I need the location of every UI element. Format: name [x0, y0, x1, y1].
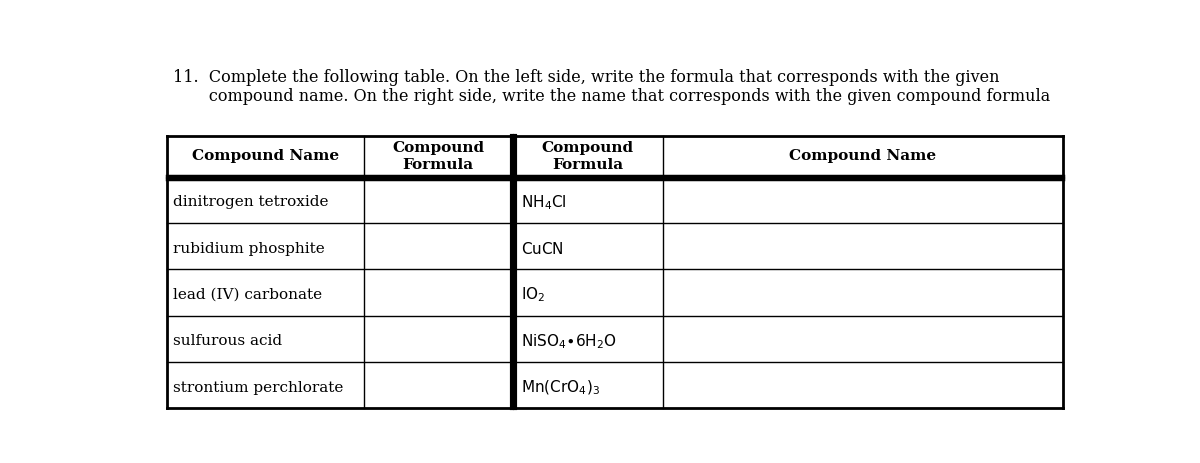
- Text: dinitrogen tetroxide: dinitrogen tetroxide: [173, 195, 329, 209]
- Text: Compound Name: Compound Name: [790, 150, 936, 163]
- Text: $\mathrm{CuCN}$: $\mathrm{CuCN}$: [521, 241, 564, 257]
- Text: sulfurous acid: sulfurous acid: [173, 334, 282, 348]
- Text: $\mathrm{NH_4Cl}$: $\mathrm{NH_4Cl}$: [521, 193, 568, 212]
- Text: $\mathrm{IO_2}$: $\mathrm{IO_2}$: [521, 286, 546, 304]
- Text: compound name. On the right side, write the name that corresponds with the given: compound name. On the right side, write …: [173, 88, 1050, 105]
- Text: Compound
Formula: Compound Formula: [392, 141, 484, 171]
- Text: $\mathrm{Mn(CrO_4)_3}$: $\mathrm{Mn(CrO_4)_3}$: [521, 379, 600, 397]
- Text: rubidium phosphite: rubidium phosphite: [173, 242, 325, 256]
- Bar: [167, 137, 1063, 408]
- Text: Compound
Formula: Compound Formula: [541, 141, 634, 171]
- Text: 11.  Complete the following table. On the left side, write the formula that corr: 11. Complete the following table. On the…: [173, 69, 1000, 87]
- Text: strontium perchlorate: strontium perchlorate: [173, 381, 343, 395]
- Text: lead (IV) carbonate: lead (IV) carbonate: [173, 288, 323, 302]
- Text: $\mathrm{NiSO_4{\bullet}6H_2O}$: $\mathrm{NiSO_4{\bullet}6H_2O}$: [521, 332, 617, 351]
- Text: Compound Name: Compound Name: [192, 150, 340, 163]
